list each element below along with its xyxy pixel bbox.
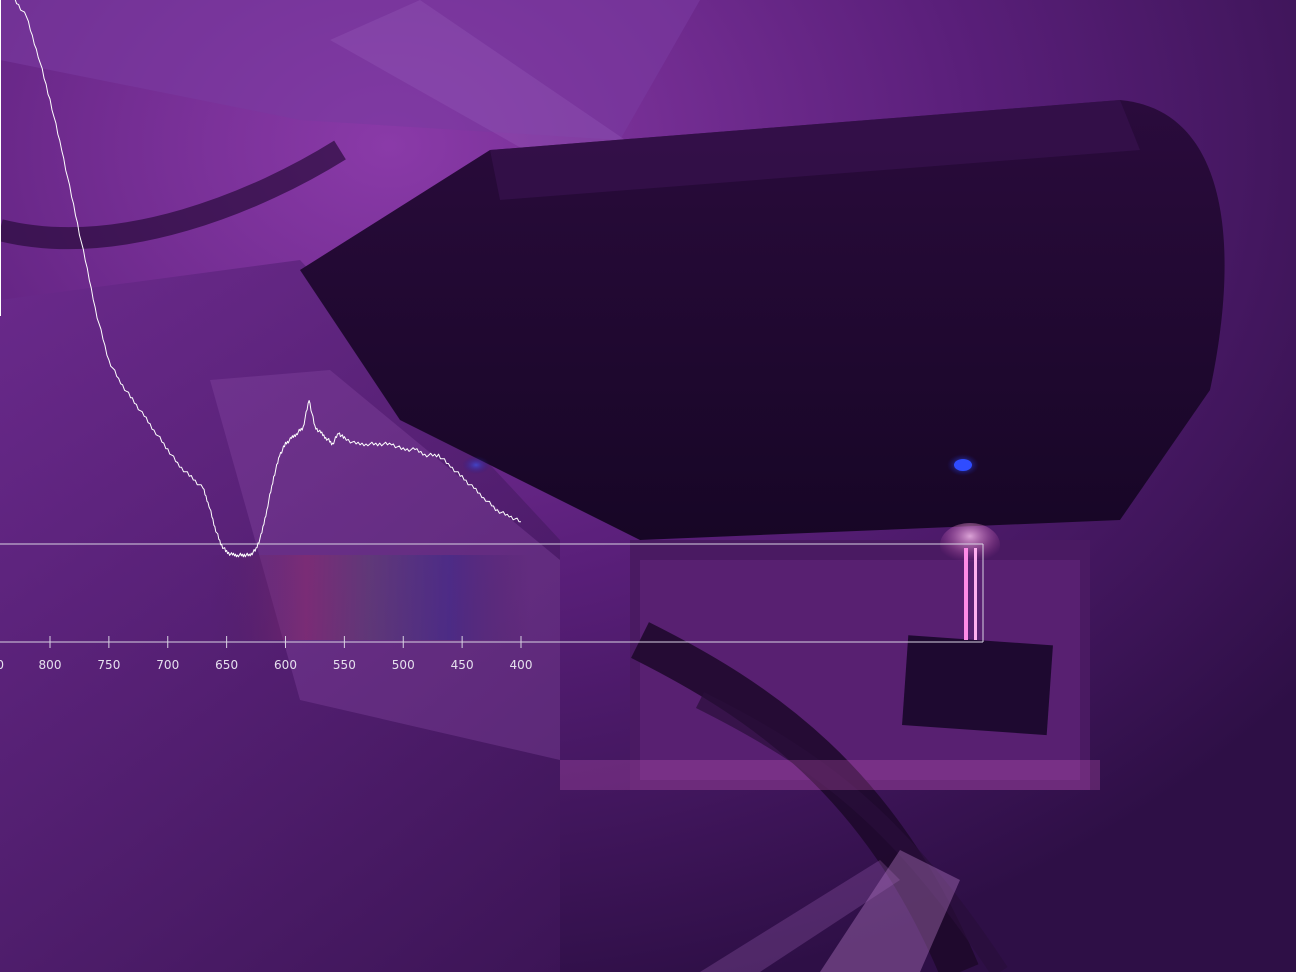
x-tick-label: 600 (274, 658, 297, 672)
x-tick-label: 800 (39, 658, 62, 672)
x-tick-label: 550 (333, 658, 356, 672)
x-tick-label: 400 (510, 658, 533, 672)
x-tick-label: 750 (97, 658, 120, 672)
spectrum-trace (14, 0, 521, 558)
x-tick-label: 500 (392, 658, 415, 672)
x-tick-label: 700 (156, 658, 179, 672)
x-tick-label: 450 (451, 658, 474, 672)
x-tick-label: 650 (215, 658, 238, 672)
x-tick-label-partial: 0 (0, 658, 4, 672)
